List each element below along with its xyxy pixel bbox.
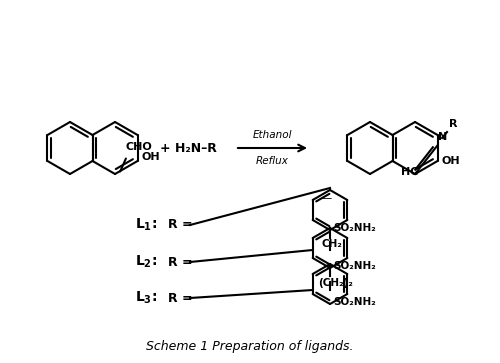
Text: OH: OH bbox=[142, 152, 160, 162]
Text: CH₂: CH₂ bbox=[322, 239, 343, 249]
Text: N: N bbox=[438, 132, 448, 142]
Text: R: R bbox=[449, 119, 458, 129]
Text: + H₂N–R: + H₂N–R bbox=[160, 142, 217, 155]
Text: Scheme 1 Preparation of ligands.: Scheme 1 Preparation of ligands. bbox=[146, 340, 354, 353]
Text: (CH₂)₂: (CH₂)₂ bbox=[318, 278, 353, 288]
Text: R =: R = bbox=[168, 219, 192, 232]
Text: —: — bbox=[320, 193, 332, 203]
Text: Reflux: Reflux bbox=[256, 156, 289, 166]
Text: OH: OH bbox=[442, 156, 460, 166]
Text: $\mathbf{L_1}$:: $\mathbf{L_1}$: bbox=[135, 217, 157, 233]
Text: R =: R = bbox=[168, 291, 192, 305]
Text: CHO: CHO bbox=[125, 142, 152, 152]
Text: SO₂NH₂: SO₂NH₂ bbox=[333, 223, 376, 233]
Text: SO₂NH₂: SO₂NH₂ bbox=[333, 297, 376, 307]
Text: $\mathbf{L_3}$:: $\mathbf{L_3}$: bbox=[135, 290, 157, 306]
Text: R =: R = bbox=[168, 256, 192, 269]
Text: Ethanol: Ethanol bbox=[253, 130, 292, 140]
Text: HC: HC bbox=[401, 167, 418, 177]
Text: $\mathbf{L_2}$:: $\mathbf{L_2}$: bbox=[135, 254, 157, 270]
Text: SO₂NH₂: SO₂NH₂ bbox=[333, 261, 376, 271]
